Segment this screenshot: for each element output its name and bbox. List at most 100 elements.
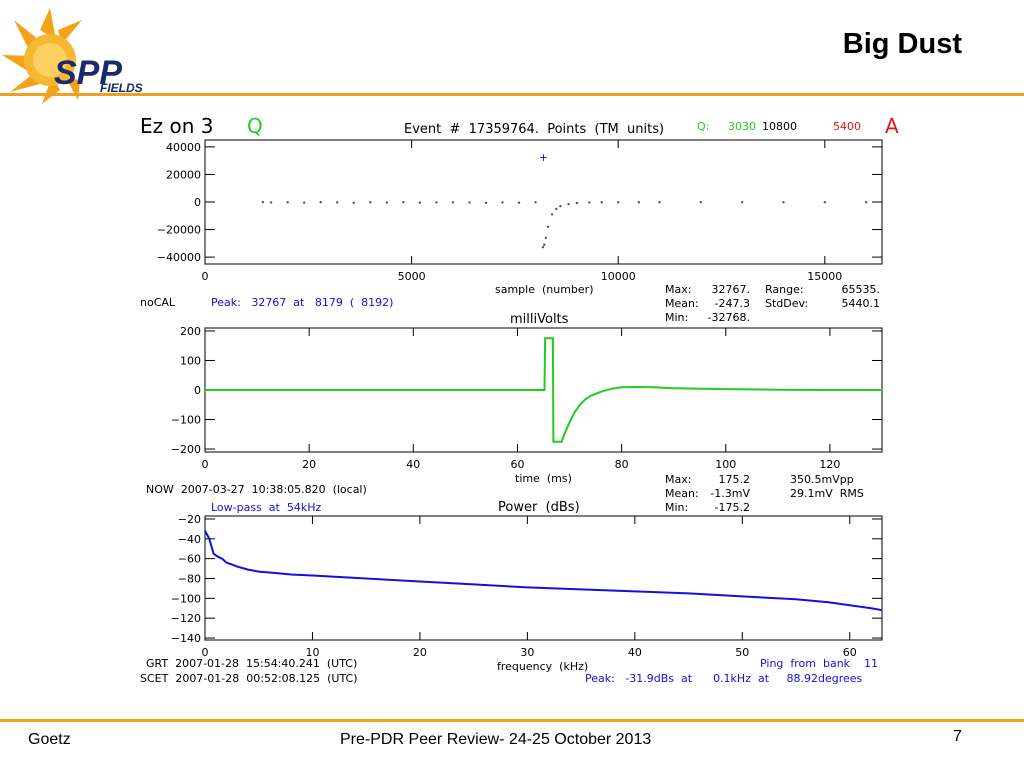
q-value: 3030 <box>728 120 756 133</box>
x-tick-label: 10 <box>305 646 319 659</box>
a-letter: A <box>885 114 899 138</box>
panel-millivolts: milliVolts 0 20 40 60 80 100 120 −200 −100 0 100 20… <box>171 312 883 485</box>
stat-cell: Min: <box>665 311 688 324</box>
y-tick-label: −20000 <box>157 224 201 237</box>
stat-cell: -1.3mV <box>710 487 750 500</box>
data-point <box>699 201 703 204</box>
data-series <box>205 337 882 443</box>
y-tick-label: −40 <box>178 533 201 546</box>
data-point <box>352 201 355 205</box>
panel1-stats: Max: 32767. Range: 65535. Mean: -247.3 StdDev:… <box>665 283 880 324</box>
y-tick-label: −140 <box>171 632 201 645</box>
x-tick-label: 60 <box>843 646 857 659</box>
x-axis-label: time (ms) <box>515 472 572 485</box>
y-tick-label: −80 <box>178 572 201 585</box>
data-point <box>418 201 422 204</box>
scet-timestamp: SCET 2007-01-28 00:52:08.125 (UTC) <box>140 672 358 685</box>
stat-cell: 350.5mVpp <box>790 473 854 486</box>
stat-cell: Range: <box>765 283 804 296</box>
data-point <box>600 201 603 204</box>
q-letter: Q <box>247 114 263 138</box>
peak-power-label: Peak: -31.9dBs at 0.1kHz at 88.92degrees <box>585 672 863 685</box>
stat-cell: -32768. <box>708 311 750 324</box>
peak-marker: + <box>539 151 548 164</box>
x-tick-label: 80 <box>615 458 629 471</box>
stat-cell: Min: <box>665 501 688 514</box>
slide-title: Big Dust <box>842 28 962 60</box>
stat-cell: Max: <box>665 283 691 296</box>
x-tick-label: 0 <box>202 646 209 659</box>
series-line <box>204 530 883 612</box>
data-point <box>864 201 868 204</box>
stat-cell: 5440.1 <box>842 297 881 310</box>
x-tick-label: 15000 <box>807 270 842 283</box>
data-point <box>501 201 504 204</box>
y-tick-label: −40000 <box>157 251 201 264</box>
x-tick-label: 10000 <box>601 270 636 283</box>
panel-power: Power (dBs) 0 10 20 30 40 50 60 −140 −120 −100 −80… <box>171 500 883 673</box>
stat-cell: 65535. <box>842 283 881 296</box>
top-rule <box>0 93 1024 96</box>
stat-cell: StdDev: <box>765 297 808 310</box>
stat-cell: Mean: <box>665 297 699 310</box>
data-point <box>402 200 405 204</box>
plot-frame <box>204 515 883 641</box>
x-tick-label: 60 <box>510 458 524 471</box>
data-point <box>658 201 661 204</box>
axis-ticks: 0 20 40 60 80 100 120 −200 −100 0 100 200 <box>171 325 882 471</box>
data-point <box>451 201 455 204</box>
ping-label: Ping from bank 11 <box>760 657 878 670</box>
peak-label: Peak: 32767 at 8179 ( 8192) <box>211 296 393 309</box>
stat-cell: -247.3 <box>715 297 750 310</box>
y-tick-label: −20 <box>178 513 201 526</box>
data-point <box>541 245 545 249</box>
q-label: Q: <box>697 120 709 133</box>
y-tick-label: 0 <box>194 384 201 397</box>
y-tick-label: 20000 <box>166 168 201 181</box>
chart-title: Power (dBs) <box>498 500 580 515</box>
data-point <box>544 236 548 240</box>
y-tick-label: 100 <box>180 354 201 367</box>
footer-author: Goetz <box>28 731 71 748</box>
data-point <box>336 201 339 204</box>
x-tick-label: 50 <box>735 646 749 659</box>
data-series <box>204 530 883 612</box>
x-tick-label: 20 <box>302 458 316 471</box>
data-point <box>543 243 546 246</box>
event-label: Event # 17359764. Points (TM units) <box>404 122 664 137</box>
header-value-2: 10800 <box>762 120 797 133</box>
x-tick-label: 0 <box>202 270 209 283</box>
x-tick-label: 30 <box>520 646 534 659</box>
y-tick-label: 40000 <box>166 141 201 154</box>
data-point <box>468 201 471 204</box>
data-point <box>575 201 579 205</box>
x-tick-label: 5000 <box>398 270 426 283</box>
logo-text: SPP <box>54 54 122 92</box>
page-number: 7 <box>953 728 962 745</box>
y-tick-label: −60 <box>178 553 201 566</box>
grt-timestamp: GRT 2007-01-28 15:54:40.241 (UTC) <box>146 657 357 670</box>
data-point <box>319 200 322 204</box>
y-tick-label: 0 <box>194 196 201 209</box>
data-point <box>435 201 438 204</box>
bottom-rule <box>0 719 1024 722</box>
panel-raw-samples: 0 5000 10000 15000 −40000 −20000 0 20000 40000 +… <box>157 139 883 296</box>
spp-logo: SPP FIELDS <box>2 8 143 104</box>
data-point <box>559 204 562 208</box>
stat-cell: -175.2 <box>715 501 750 514</box>
y-tick-label: −120 <box>171 612 201 625</box>
data-point <box>385 201 389 204</box>
logo-subtext: FIELDS <box>100 81 143 95</box>
x-tick-label: 40 <box>628 646 642 659</box>
data-point <box>302 201 306 204</box>
data-point <box>286 201 289 204</box>
stat-cell: 29.1mV RMS <box>790 487 864 500</box>
stat-cell: 175.2 <box>719 473 751 486</box>
now-timestamp: NOW 2007-03-27 10:38:05.820 (local) <box>146 483 367 496</box>
data-point <box>546 225 550 228</box>
data-point <box>782 201 785 204</box>
data-point <box>550 213 554 216</box>
nocal-label: noCAL <box>140 296 176 309</box>
data-point <box>269 201 273 204</box>
